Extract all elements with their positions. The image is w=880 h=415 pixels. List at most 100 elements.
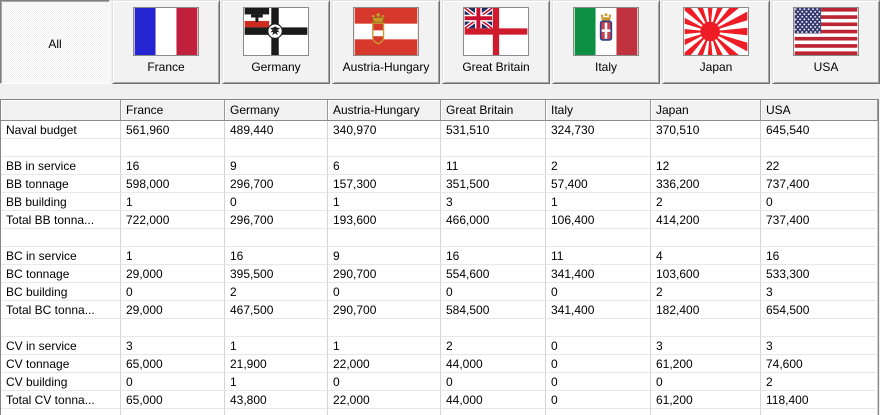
value-cell: 118,400 bbox=[761, 391, 878, 409]
value-cell: 3 bbox=[761, 337, 878, 355]
column-header-great-britain[interactable]: Great Britain bbox=[441, 100, 546, 121]
value-cell bbox=[121, 139, 225, 157]
row-label-cell: Total BB tonna... bbox=[1, 211, 121, 229]
column-header-italy[interactable]: Italy bbox=[546, 100, 651, 121]
table-header: France Germany Austria-Hungary Great Britai… bbox=[1, 100, 878, 121]
value-cell: 22,000 bbox=[328, 355, 441, 373]
value-cell: 1 bbox=[121, 247, 225, 265]
value-cell: 61,200 bbox=[651, 355, 761, 373]
row-label-cell bbox=[1, 319, 121, 337]
table-row: CV in service 3 1 1 2 0 3 3 bbox=[1, 337, 878, 355]
table-row: BC tonnage 29,000 395,500 290,700 554,600 341… bbox=[1, 265, 878, 283]
value-cell: 737,400 bbox=[761, 211, 878, 229]
column-header-row-labels[interactable] bbox=[1, 100, 121, 121]
row-label-cell: Naval budget bbox=[1, 121, 121, 139]
nation-button-label: USA bbox=[813, 60, 839, 74]
table-row bbox=[1, 409, 878, 415]
value-cell: 370,510 bbox=[651, 121, 761, 139]
value-cell: 2 bbox=[761, 373, 878, 391]
value-cell bbox=[651, 229, 761, 247]
value-cell: 182,400 bbox=[651, 301, 761, 319]
value-cell: 29,000 bbox=[121, 301, 225, 319]
row-label-cell: BC tonnage bbox=[1, 265, 121, 283]
row-label-cell: BB in service bbox=[1, 157, 121, 175]
value-cell: 11 bbox=[441, 157, 546, 175]
value-cell bbox=[441, 229, 546, 247]
value-cell: 103,600 bbox=[651, 265, 761, 283]
nation-button-all[interactable]: All bbox=[0, 0, 110, 84]
value-cell: 0 bbox=[546, 373, 651, 391]
value-cell: 193,600 bbox=[328, 211, 441, 229]
great-britain-flag-icon bbox=[463, 7, 529, 56]
value-cell: 65,000 bbox=[121, 391, 225, 409]
nation-button-italy[interactable]: Italy bbox=[552, 0, 660, 84]
value-cell: 106,400 bbox=[546, 211, 651, 229]
value-cell: 722,000 bbox=[121, 211, 225, 229]
germany-flag-icon bbox=[243, 7, 309, 56]
row-label-cell bbox=[1, 409, 121, 415]
value-cell bbox=[328, 229, 441, 247]
value-cell: 1 bbox=[121, 193, 225, 211]
value-cell: 29,000 bbox=[121, 265, 225, 283]
value-cell: 43,800 bbox=[225, 391, 328, 409]
value-cell: 0 bbox=[546, 283, 651, 301]
value-cell: 0 bbox=[546, 355, 651, 373]
value-cell: 324,730 bbox=[546, 121, 651, 139]
value-cell bbox=[546, 409, 651, 415]
value-cell bbox=[328, 409, 441, 415]
nation-button-japan[interactable]: Japan bbox=[662, 0, 770, 84]
value-cell: 44,000 bbox=[441, 355, 546, 373]
table-row: Total BC tonna... 29,000 467,500 290,700 584… bbox=[1, 301, 878, 319]
value-cell bbox=[328, 319, 441, 337]
column-header-japan[interactable]: Japan bbox=[651, 100, 761, 121]
nation-button-usa[interactable]: USA bbox=[772, 0, 880, 84]
value-cell bbox=[121, 409, 225, 415]
value-cell: 2 bbox=[651, 283, 761, 301]
value-cell: 351,500 bbox=[441, 175, 546, 193]
nation-button-germany[interactable]: Germany bbox=[222, 0, 330, 84]
table-row: Total CV tonna... 65,000 43,800 22,000 44,00… bbox=[1, 391, 878, 409]
column-header-usa[interactable]: USA bbox=[761, 100, 878, 121]
value-cell: 290,700 bbox=[328, 265, 441, 283]
value-cell: 157,300 bbox=[328, 175, 441, 193]
value-cell: 0 bbox=[121, 283, 225, 301]
nation-button-label: All bbox=[48, 37, 62, 51]
row-label-cell: BC in service bbox=[1, 247, 121, 265]
value-cell: 341,400 bbox=[546, 301, 651, 319]
value-cell: 2 bbox=[651, 193, 761, 211]
value-cell: 4 bbox=[651, 247, 761, 265]
nation-button-great-britain[interactable]: Great Britain bbox=[442, 0, 550, 84]
row-label-cell: Total BC tonna... bbox=[1, 301, 121, 319]
value-cell: 414,200 bbox=[651, 211, 761, 229]
nation-button-austria-hungary[interactable]: Austria-Hungary bbox=[332, 0, 440, 84]
value-cell bbox=[546, 319, 651, 337]
value-cell: 395,500 bbox=[225, 265, 328, 283]
value-cell: 16 bbox=[441, 247, 546, 265]
value-cell: 737,400 bbox=[761, 175, 878, 193]
column-header-germany[interactable]: Germany bbox=[225, 100, 328, 121]
row-label-cell bbox=[1, 139, 121, 157]
france-flag-icon bbox=[133, 7, 199, 56]
value-cell bbox=[651, 139, 761, 157]
value-cell: 16 bbox=[225, 247, 328, 265]
value-cell: 1 bbox=[546, 193, 651, 211]
value-cell bbox=[441, 319, 546, 337]
value-cell: 1 bbox=[328, 337, 441, 355]
nation-button-label: Japan bbox=[699, 60, 733, 74]
value-cell bbox=[121, 229, 225, 247]
value-cell bbox=[225, 409, 328, 415]
column-header-france[interactable]: France bbox=[121, 100, 225, 121]
row-label-cell: BB tonnage bbox=[1, 175, 121, 193]
row-label-cell bbox=[1, 229, 121, 247]
nation-button-label: France bbox=[147, 60, 185, 74]
nation-filter-bar: All France Germany Austria-Hungary Great Bri… bbox=[0, 0, 880, 84]
table-row: BC in service 1 16 9 16 11 4 16 bbox=[1, 247, 878, 265]
nation-button-france[interactable]: France bbox=[112, 0, 220, 84]
value-cell bbox=[761, 139, 878, 157]
austria-hungary-flag-icon bbox=[353, 7, 419, 56]
value-cell: 0 bbox=[328, 373, 441, 391]
value-cell: 9 bbox=[328, 247, 441, 265]
column-header-austria-hungary[interactable]: Austria-Hungary bbox=[328, 100, 441, 121]
value-cell: 65,000 bbox=[121, 355, 225, 373]
value-cell: 11 bbox=[546, 247, 651, 265]
